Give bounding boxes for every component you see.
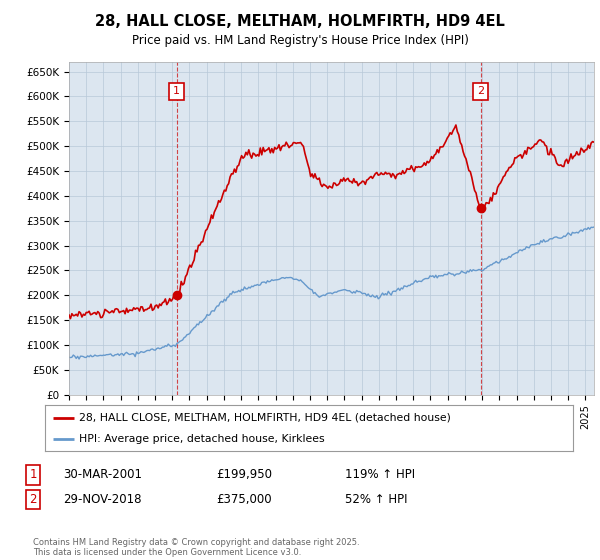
Text: 28, HALL CLOSE, MELTHAM, HOLMFIRTH, HD9 4EL (detached house): 28, HALL CLOSE, MELTHAM, HOLMFIRTH, HD9 … xyxy=(79,413,451,423)
Text: 30-MAR-2001: 30-MAR-2001 xyxy=(63,468,142,482)
Text: 2: 2 xyxy=(477,86,484,96)
Text: 1: 1 xyxy=(173,86,180,96)
Text: £375,000: £375,000 xyxy=(216,493,272,506)
Text: 52% ↑ HPI: 52% ↑ HPI xyxy=(345,493,407,506)
Text: 28, HALL CLOSE, MELTHAM, HOLMFIRTH, HD9 4EL: 28, HALL CLOSE, MELTHAM, HOLMFIRTH, HD9 … xyxy=(95,14,505,29)
Text: Price paid vs. HM Land Registry's House Price Index (HPI): Price paid vs. HM Land Registry's House … xyxy=(131,34,469,46)
Text: £199,950: £199,950 xyxy=(216,468,272,482)
Text: 1: 1 xyxy=(29,468,37,482)
Text: 119% ↑ HPI: 119% ↑ HPI xyxy=(345,468,415,482)
Text: 2: 2 xyxy=(29,493,37,506)
Text: HPI: Average price, detached house, Kirklees: HPI: Average price, detached house, Kirk… xyxy=(79,434,325,444)
Text: 29-NOV-2018: 29-NOV-2018 xyxy=(63,493,142,506)
Text: Contains HM Land Registry data © Crown copyright and database right 2025.
This d: Contains HM Land Registry data © Crown c… xyxy=(33,538,359,557)
